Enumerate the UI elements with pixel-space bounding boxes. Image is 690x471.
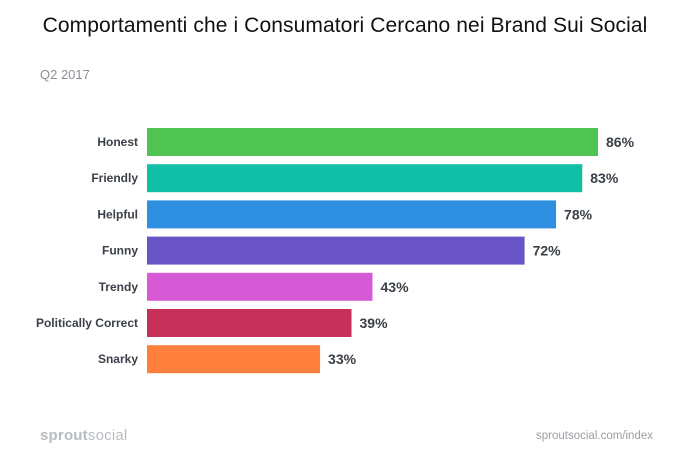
bar-snarky bbox=[147, 345, 321, 374]
value-label-funny: 72% bbox=[533, 243, 562, 259]
category-label-snarky: Snarky bbox=[98, 352, 138, 366]
category-label-politically-correct: Politically Correct bbox=[36, 316, 138, 330]
bar-politically-correct bbox=[147, 309, 352, 337]
bar-helpful bbox=[147, 200, 557, 229]
bar-friendly bbox=[147, 164, 583, 193]
value-label-trendy: 43% bbox=[381, 279, 410, 295]
category-label-helpful: Helpful bbox=[97, 207, 138, 221]
category-label-honest: Honest bbox=[97, 135, 138, 149]
chart-title: Comportamenti che i Consumatori Cercano … bbox=[42, 14, 648, 37]
bar-trendy bbox=[147, 272, 373, 301]
value-label-helpful: 78% bbox=[564, 206, 593, 222]
sprout-social-logo: sproutsocial bbox=[40, 427, 127, 444]
value-label-honest: 86% bbox=[606, 134, 635, 150]
category-label-trendy: Trendy bbox=[99, 280, 139, 294]
value-label-friendly: 83% bbox=[590, 170, 619, 186]
logo-text-bold: sprout bbox=[40, 427, 88, 444]
bar-funny bbox=[147, 236, 525, 265]
source-url: sproutsocial.com/index bbox=[536, 430, 653, 442]
chart-subtitle-period: Q2 2017 bbox=[40, 67, 90, 82]
category-label-friendly: Friendly bbox=[91, 171, 138, 185]
bar-honest bbox=[147, 128, 598, 156]
logo-text-light: social bbox=[87, 427, 128, 444]
value-label-politically-correct: 39% bbox=[360, 315, 389, 331]
value-label-snarky: 33% bbox=[328, 351, 357, 367]
category-label-funny: Funny bbox=[102, 244, 138, 258]
